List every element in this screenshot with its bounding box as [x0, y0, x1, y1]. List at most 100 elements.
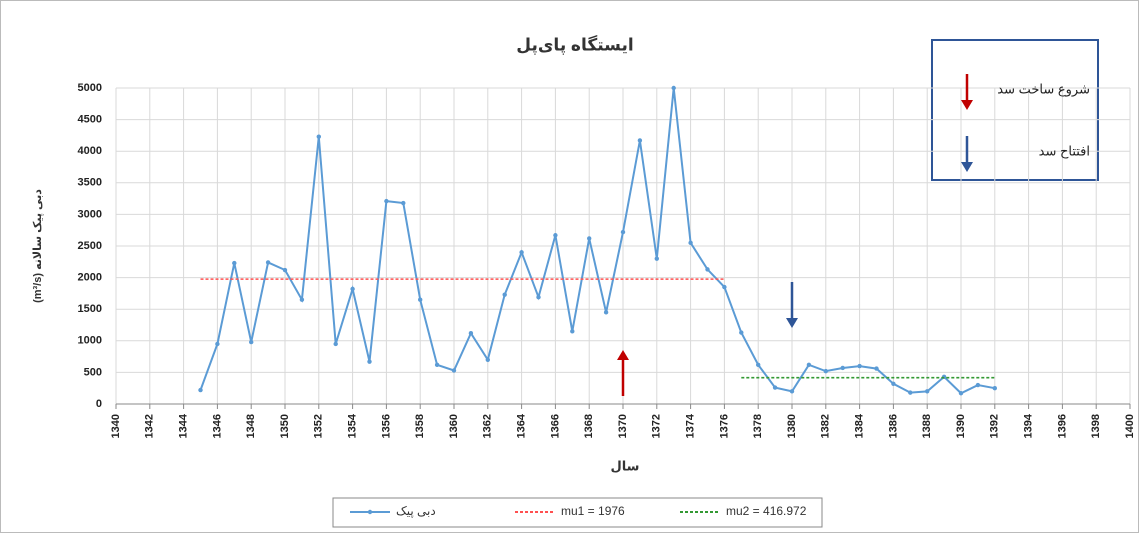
point [451, 368, 457, 373]
point [485, 357, 490, 362]
point [739, 330, 744, 335]
point [772, 385, 778, 390]
y-tick-label: 500 [84, 366, 102, 378]
x-tick-label: 1384 [854, 413, 866, 438]
x-tick-label: 1358 [414, 414, 426, 438]
legend [332, 497, 823, 528]
annotation-label: افتتاح سد [1039, 143, 1090, 159]
annotation-arrow-head [617, 350, 629, 360]
series-line [199, 87, 995, 395]
point [874, 366, 879, 371]
point [958, 391, 964, 396]
point [891, 381, 896, 386]
point [265, 260, 271, 265]
x-tick-label: 1340 [110, 414, 122, 438]
legend-label: دبی پیک [396, 504, 436, 518]
x-tick-label: 1380 [786, 414, 798, 438]
x-tick-label: 1370 [617, 414, 629, 438]
point [553, 233, 558, 238]
y-tick-label: 5000 [78, 82, 102, 94]
point [975, 382, 981, 388]
point [536, 294, 541, 300]
point [688, 240, 693, 246]
y-tick-label: 2500 [78, 240, 102, 252]
x-tick-label: 1362 [482, 414, 494, 438]
x-tick-label: 1394 [1023, 413, 1035, 438]
x-tick-label: 1378 [752, 414, 764, 438]
x-tick-label: 1366 [549, 414, 561, 438]
x-tick-label: 1376 [718, 414, 730, 438]
point [789, 389, 795, 394]
x-tick-label: 1356 [380, 414, 392, 438]
point [232, 260, 237, 266]
y-tick-label: 1000 [78, 335, 102, 347]
point [857, 363, 862, 369]
x-tick-label: 1354 [347, 413, 359, 438]
point [198, 387, 203, 393]
annotation-arrow-head [786, 318, 798, 328]
x-tick-label: 1390 [955, 414, 967, 438]
point [282, 267, 288, 273]
annotation-box [931, 39, 1099, 181]
point [468, 331, 474, 336]
point [367, 359, 372, 364]
point [384, 198, 389, 204]
point [806, 362, 812, 368]
x-tick-label: 1374 [685, 413, 697, 438]
x-tick-label: 1398 [1090, 414, 1102, 438]
point [249, 339, 254, 345]
y-tick-label: 4000 [78, 145, 102, 157]
point [823, 368, 828, 374]
point [756, 362, 761, 368]
y-axis-label: (m³/s) دبی پیک سالانه [32, 189, 44, 303]
point [333, 341, 338, 347]
point [603, 310, 609, 315]
x-tick-label: 1360 [448, 414, 460, 438]
y-tick-label: 3500 [78, 177, 102, 189]
y-tick-label: 2000 [78, 272, 102, 284]
point [840, 365, 845, 371]
x-tick-label: 1368 [583, 414, 595, 438]
x-tick-label: 1386 [887, 414, 899, 438]
x-tick-label: 1364 [516, 413, 528, 438]
legend-label: mu2 = 416.972 [726, 504, 807, 518]
x-tick-label: 1388 [921, 414, 933, 438]
point [705, 267, 710, 272]
point [570, 329, 575, 334]
point [637, 138, 643, 143]
point [350, 286, 355, 292]
point [587, 236, 592, 241]
y-tick-label: 3000 [78, 208, 102, 220]
point [992, 386, 997, 391]
box-arrow-head [961, 162, 973, 172]
y-tick-label: 4500 [78, 114, 102, 126]
x-tick-label: 1372 [651, 414, 663, 438]
point [519, 250, 524, 255]
y-tick-label: 0 [96, 398, 102, 410]
point [502, 292, 507, 297]
point [925, 389, 930, 394]
x-tick-label: 1346 [211, 414, 223, 438]
point [722, 284, 727, 290]
x-tick-label: 1348 [245, 414, 257, 438]
legend-marker [367, 509, 373, 515]
point [671, 85, 676, 91]
x-axis-label: سال [611, 458, 640, 473]
x-tick-label: 1342 [144, 414, 156, 438]
annotation-label: شروع ساخت سد [997, 81, 1090, 97]
x-tick-label: 1344 [178, 413, 190, 438]
point [215, 341, 220, 347]
x-tick-label: 1396 [1056, 414, 1068, 438]
point [908, 390, 913, 395]
point [316, 134, 321, 139]
point [434, 362, 440, 368]
x-tick-label: 1382 [820, 414, 832, 438]
y-tick-label: 1500 [78, 303, 102, 315]
x-tick-label: 1392 [989, 414, 1001, 438]
box-arrow-head [961, 100, 973, 110]
x-tick-label: 1400 [1124, 414, 1136, 438]
point [401, 200, 406, 206]
point [620, 229, 626, 235]
point [299, 297, 305, 302]
